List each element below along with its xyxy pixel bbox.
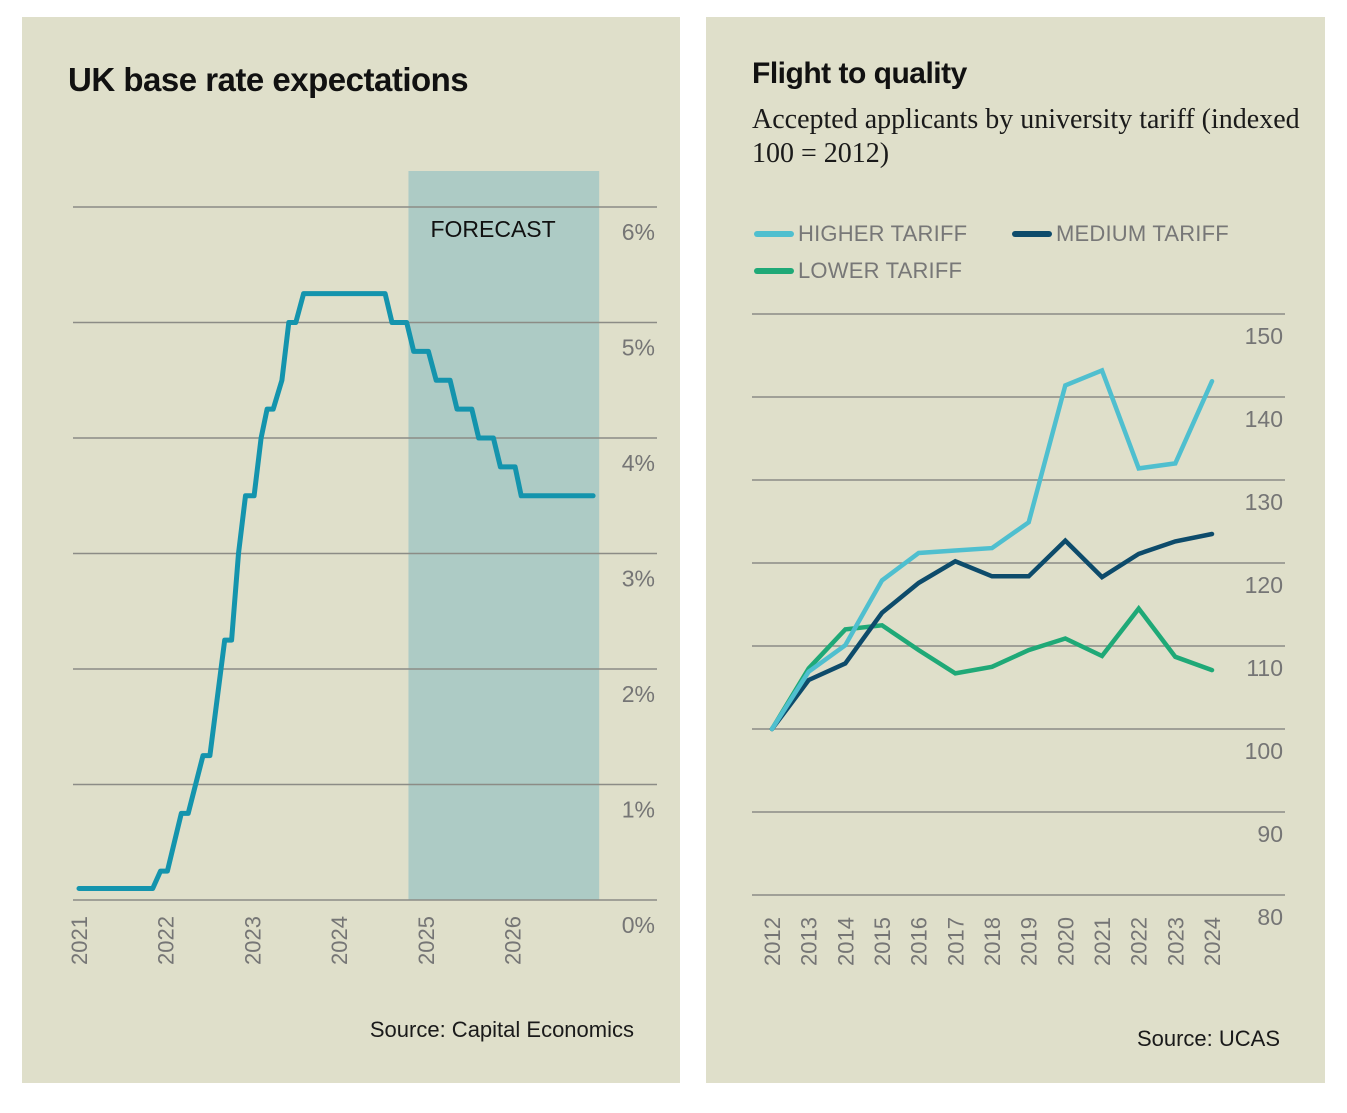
y-tick-label: 3% bbox=[622, 566, 655, 592]
x-tick-label: 2015 bbox=[870, 917, 895, 966]
series-line-lower bbox=[769, 604, 1215, 732]
x-tick-label: 2018 bbox=[980, 917, 1005, 966]
legend-label: MEDIUM TARIFF bbox=[1056, 221, 1229, 246]
y-tick-label: 0% bbox=[622, 912, 655, 938]
y-tick-label: 130 bbox=[1245, 489, 1283, 515]
y-tick-label: 80 bbox=[1257, 904, 1283, 930]
x-tick-label: 2012 bbox=[760, 917, 785, 966]
x-tick-label: 2019 bbox=[1017, 917, 1042, 966]
chart-source: Source: Capital Economics bbox=[369, 1017, 634, 1042]
y-tick-label: 120 bbox=[1245, 572, 1283, 598]
series-line-medium bbox=[769, 531, 1215, 732]
y-tick-label: 2% bbox=[622, 681, 655, 707]
x-tick-label: 2026 bbox=[501, 916, 526, 965]
x-tick-label: 2025 bbox=[414, 916, 439, 965]
y-tick-label: 1% bbox=[622, 797, 655, 823]
base-rate-line bbox=[76, 291, 596, 891]
x-tick-label: 2021 bbox=[1090, 917, 1115, 966]
y-tick-label: 4% bbox=[622, 450, 655, 476]
legend-item-lower: LOWER TARIFF bbox=[754, 258, 962, 284]
x-tick-label: 2023 bbox=[1163, 917, 1188, 966]
y-tick-label: 150 bbox=[1245, 323, 1283, 349]
x-tick-label: 2021 bbox=[67, 916, 92, 965]
x-tick-label: 2022 bbox=[154, 916, 179, 965]
legend-swatch-medium bbox=[1012, 231, 1052, 237]
legend-label: HIGHER TARIFF bbox=[798, 221, 968, 246]
x-tick-label: 2013 bbox=[797, 917, 822, 966]
y-tick-label: 110 bbox=[1246, 655, 1283, 681]
y-tick-label: 6% bbox=[622, 219, 655, 245]
chart-subtitle: Accepted applicants by university tariff… bbox=[752, 104, 1300, 169]
series-line-higher bbox=[769, 367, 1215, 732]
forecast-band bbox=[408, 171, 600, 900]
y-tick-label: 5% bbox=[622, 335, 655, 361]
y-tick-label: 90 bbox=[1257, 821, 1283, 847]
x-tick-label: 2016 bbox=[907, 917, 932, 966]
chart-title: Flight to quality bbox=[752, 57, 967, 90]
x-tick-label: 2024 bbox=[327, 916, 352, 965]
legend-item-higher: HIGHER TARIFF bbox=[754, 221, 967, 247]
legend-label: LOWER TARIFF bbox=[798, 258, 963, 283]
forecast-label: FORECAST bbox=[430, 216, 555, 242]
y-tick-label: 140 bbox=[1245, 406, 1283, 432]
x-tick-label: 2020 bbox=[1053, 917, 1078, 966]
x-tick-label: 2014 bbox=[833, 917, 858, 966]
x-tick-label: 2017 bbox=[943, 917, 968, 966]
y-tick-label: 100 bbox=[1245, 738, 1283, 764]
x-tick-label: 2022 bbox=[1127, 917, 1152, 966]
chart-title: UK base rate expectations bbox=[68, 61, 469, 98]
x-tick-label: 2024 bbox=[1200, 917, 1225, 966]
legend-swatch-higher bbox=[754, 231, 794, 237]
legend-item-medium: MEDIUM TARIFF bbox=[1012, 221, 1229, 247]
legend-swatch-lower bbox=[754, 268, 794, 274]
tariff-panel: Flight to quality Accepted applicants by… bbox=[706, 17, 1325, 1083]
x-tick-label: 2023 bbox=[240, 916, 265, 965]
chart-source: Source: UCAS bbox=[1136, 1026, 1280, 1051]
